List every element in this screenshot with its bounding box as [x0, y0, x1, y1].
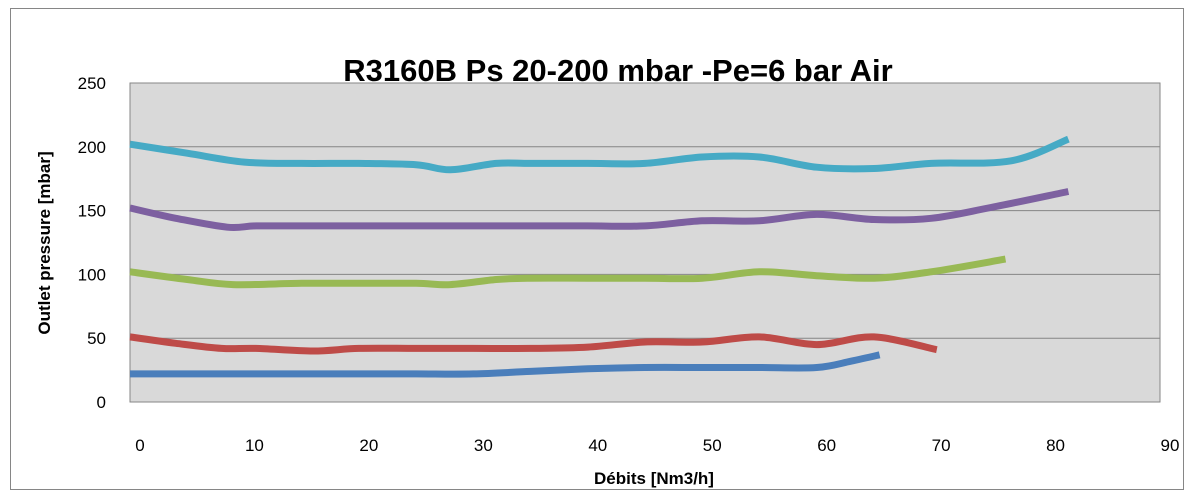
series-line-4 — [129, 188, 1070, 232]
gridlines — [130, 82, 1160, 403]
plot-area — [129, 82, 1161, 403]
y-tick-labels: 0 50 100 150 200 250 — [78, 74, 106, 412]
x-tick-label: 60 — [817, 436, 836, 455]
chart-title: R3160B Ps 20-200 mbar -Pe=6 bar Air — [343, 53, 892, 88]
x-tick-label: 40 — [588, 436, 607, 455]
x-axis-title: Débits [Nm3/h] — [594, 469, 714, 488]
series-line-5 — [129, 135, 1070, 174]
y-tick-label: 150 — [78, 202, 106, 221]
x-tick-label: 0 — [135, 436, 144, 455]
y-tick-label: 200 — [78, 138, 106, 157]
x-tick-label: 10 — [245, 436, 264, 455]
x-tick-label: 90 — [1161, 436, 1180, 455]
x-tick-label: 70 — [932, 436, 951, 455]
y-tick-label: 100 — [78, 265, 106, 284]
series-line-2 — [129, 333, 938, 355]
series-line-1 — [129, 351, 881, 378]
x-tick-label: 30 — [474, 436, 493, 455]
x-tick-label: 80 — [1046, 436, 1065, 455]
y-axis-title: Outlet pressure [mbar] — [35, 151, 54, 334]
series-line-3 — [129, 255, 1007, 289]
y-tick-label: 50 — [87, 329, 106, 348]
x-tick-labels: 0 10 20 30 40 50 60 70 80 90 — [135, 436, 1179, 455]
x-tick-label: 20 — [359, 436, 378, 455]
y-tick-label: 0 — [97, 393, 106, 412]
y-tick-label: 250 — [78, 74, 106, 93]
series-layer — [129, 135, 1070, 378]
x-tick-label: 50 — [703, 436, 722, 455]
